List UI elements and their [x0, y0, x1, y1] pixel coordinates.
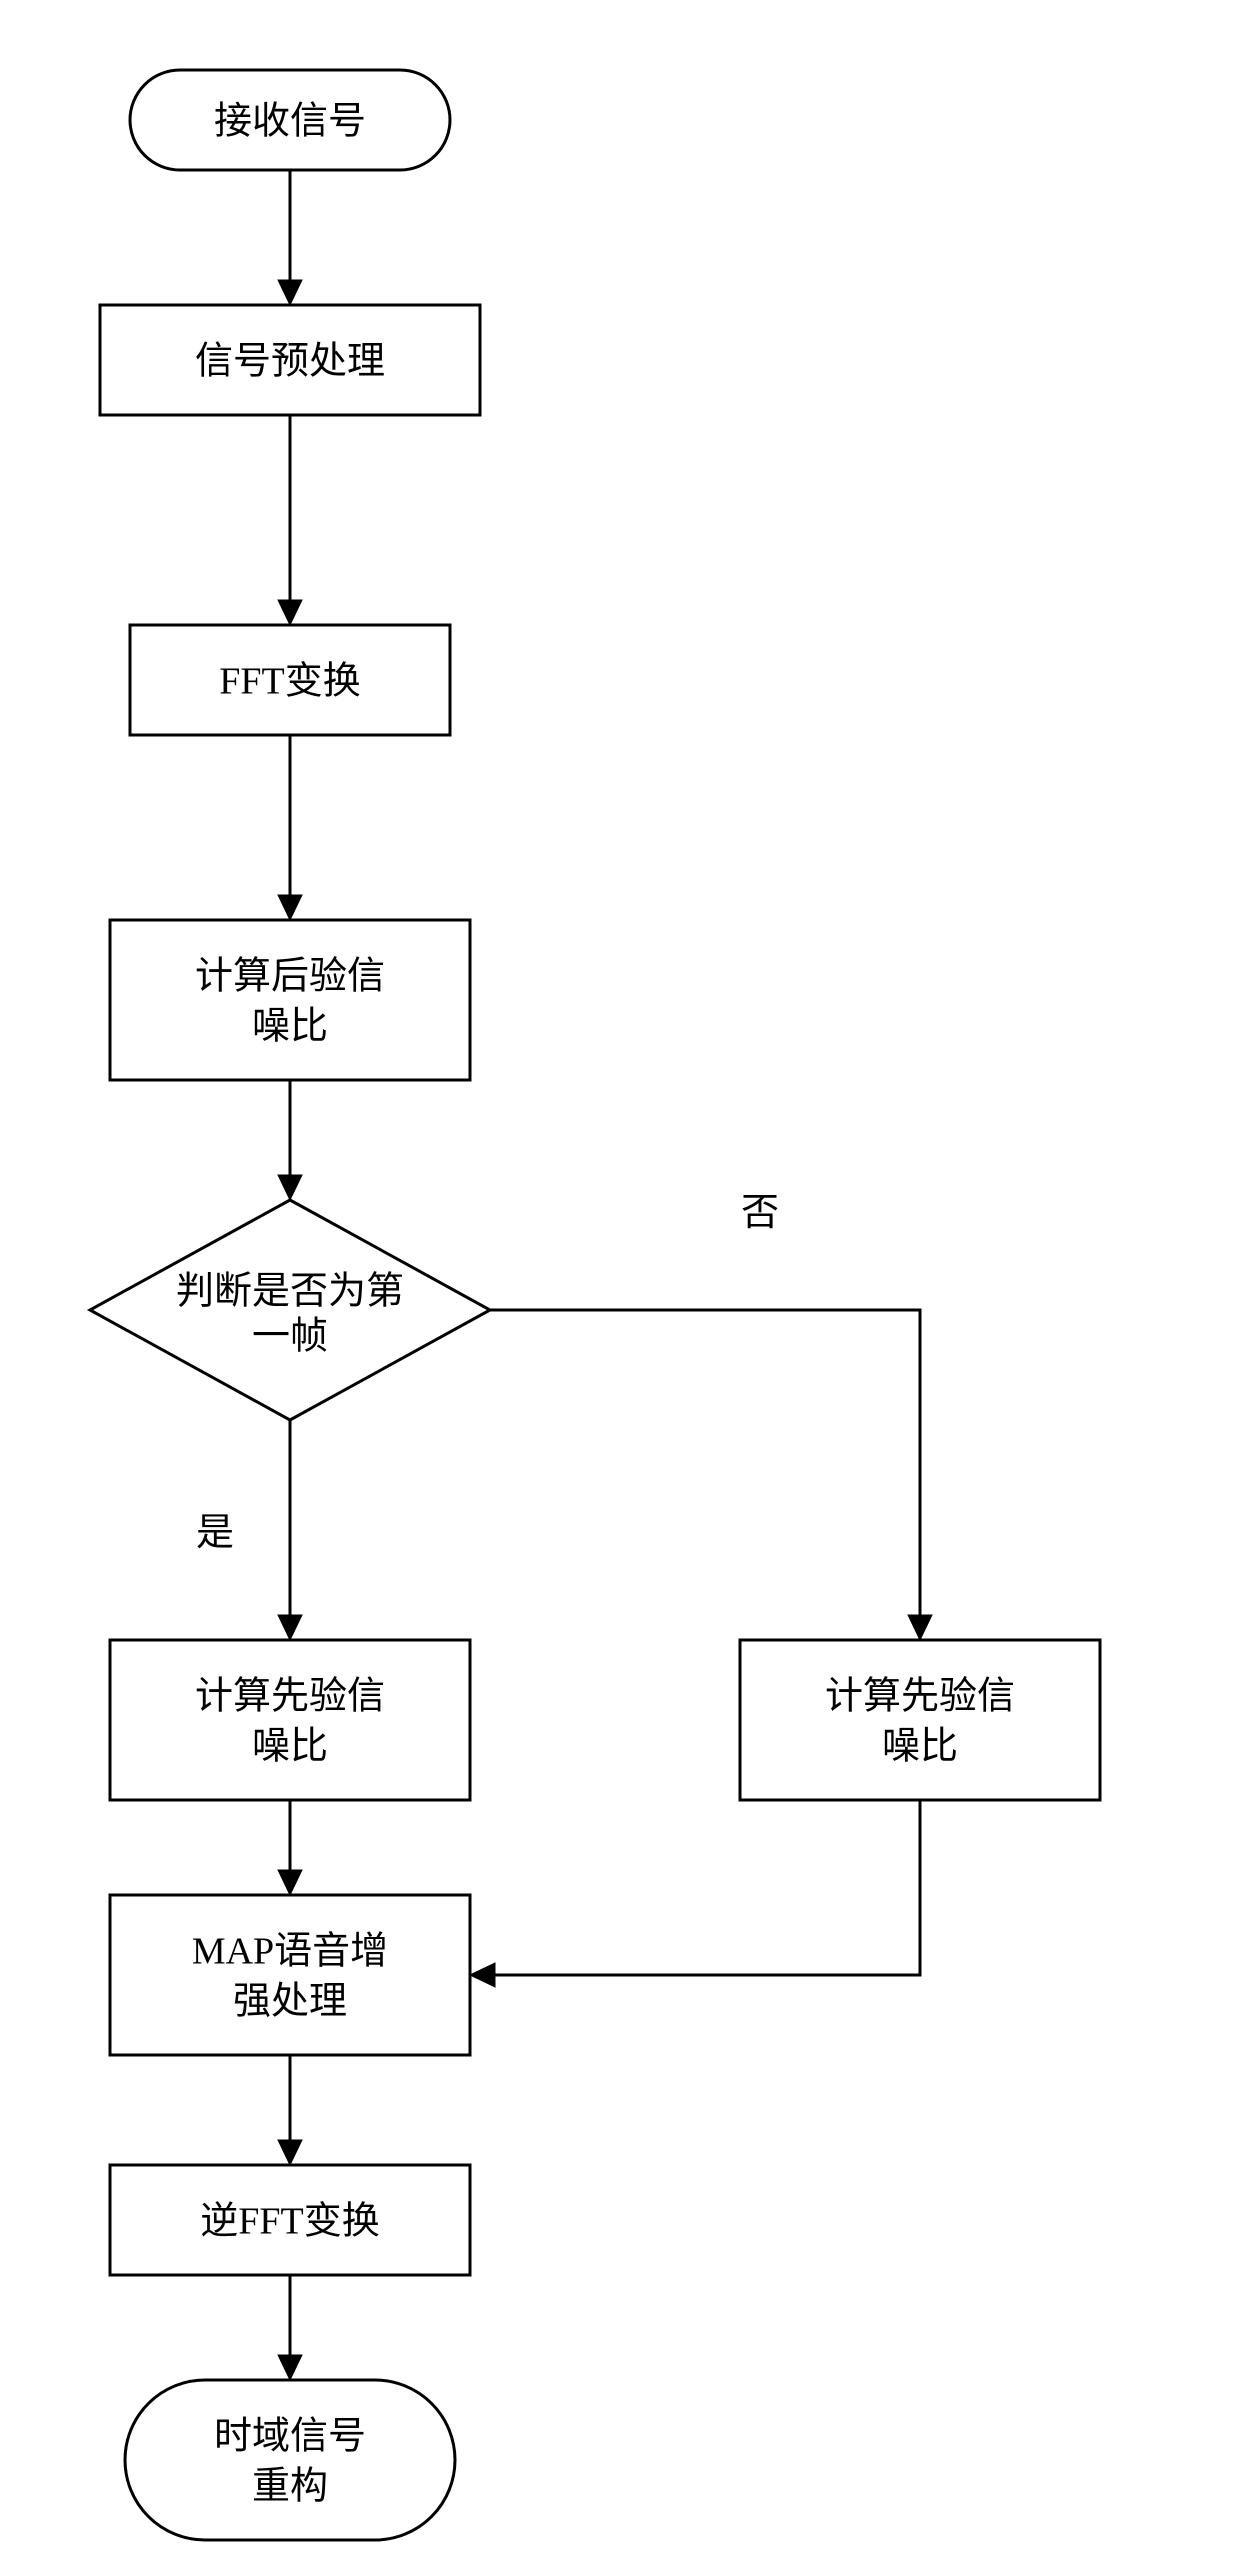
node-start-text: 接收信号: [214, 101, 366, 143]
arrow-prisnrn-map: [470, 1963, 495, 1987]
node-postsnr-line2: 噪比: [252, 1006, 328, 1048]
arrow-start-pre: [278, 280, 302, 305]
arrow-postsnr-decide: [278, 1175, 302, 1200]
node-fft-text: FFT变换: [219, 661, 360, 703]
arrow-ifft-end: [278, 2355, 302, 2380]
node-prisnr-yes-line2: 噪比: [252, 1726, 328, 1768]
node-prisnr-no-line2: 噪比: [882, 1726, 958, 1768]
label-no: 否: [741, 1192, 779, 1234]
arrow-map-ifft: [278, 2140, 302, 2165]
arrow-pre-fft: [278, 600, 302, 625]
node-map-line1: MAP语音增: [192, 1931, 388, 1973]
flowchart-svg: 是 否 接收信号 信号预处理 FFT变换 计算后验信 噪比 判断是否为第 一帧 …: [0, 0, 1240, 2575]
node-end-line1: 时域信号: [214, 2416, 366, 2458]
node-prisnr-no: [740, 1640, 1100, 1800]
arrow-prisnry-map: [278, 1870, 302, 1895]
node-prisnr-yes-line1: 计算先验信: [195, 1676, 385, 1718]
edge-decide-no: [490, 1310, 920, 1630]
node-map: [110, 1895, 470, 2055]
edge-prisnrn-map: [480, 1800, 920, 1975]
node-end: [125, 2380, 455, 2540]
arrow-decide-yes: [278, 1615, 302, 1640]
arrow-decide-no: [908, 1615, 932, 1640]
node-prisnr-yes: [110, 1640, 470, 1800]
node-prisnr-no-line1: 计算先验信: [825, 1676, 1015, 1718]
node-decide-line1: 判断是否为第: [176, 1271, 404, 1313]
node-map-line2: 强处理: [233, 1981, 347, 2023]
node-pre-text: 信号预处理: [195, 341, 385, 383]
arrow-fft-postsnr: [278, 895, 302, 920]
node-ifft-text: 逆FFT变换: [200, 2201, 379, 2243]
label-yes: 是: [196, 1512, 234, 1554]
node-decide-line2: 一帧: [252, 1316, 328, 1358]
node-postsnr: [110, 920, 470, 1080]
node-postsnr-line1: 计算后验信: [195, 956, 385, 998]
node-end-line2: 重构: [252, 2466, 328, 2508]
